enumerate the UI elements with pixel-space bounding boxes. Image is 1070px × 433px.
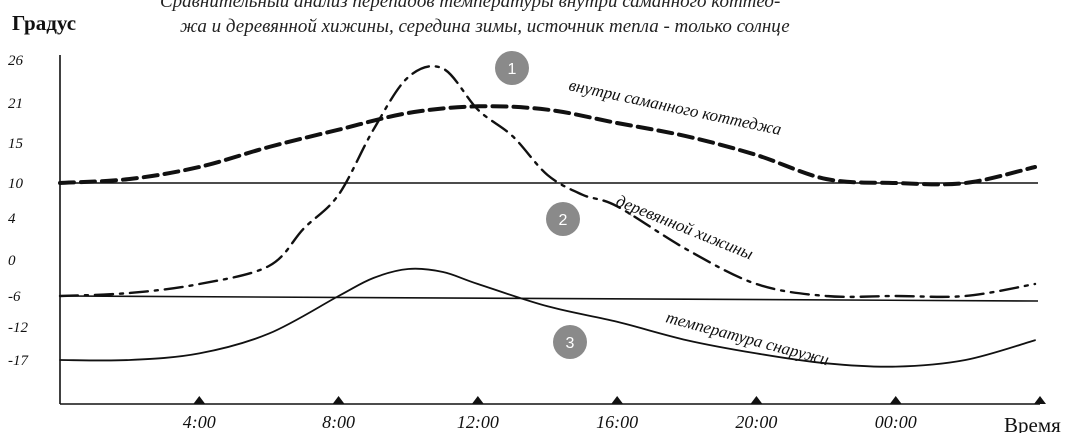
badge-1: 1: [495, 51, 529, 85]
badge-1-label: 1: [508, 61, 517, 78]
x-tick-label: 20:00: [735, 412, 777, 432]
series-lines: [58, 65, 1037, 368]
series-line-outside: [59, 267, 1036, 368]
x-tick-label: 16:00: [596, 412, 638, 432]
badge-2-label: 2: [559, 212, 568, 229]
badge-3-label: 3: [566, 335, 575, 352]
x-tick-mark: [889, 396, 902, 404]
x-tick-mark: [332, 396, 345, 404]
x-tick-label: 8:00: [322, 412, 355, 432]
x-tick-label: 00:00: [875, 412, 917, 432]
x-tick-label: 12:00: [457, 412, 499, 432]
reference-line: [59, 295, 1039, 302]
y-tick-label: 21: [8, 96, 23, 112]
chart-title-line-2: жа и деревянной хижины, середина зимы, и…: [180, 16, 790, 37]
y-tick-label: 15: [8, 136, 24, 152]
x-tick-mark: [193, 396, 206, 404]
y-tick-label: 4: [8, 211, 16, 227]
y-tick-labels: 26 21 15 10 4 0 -6 -12 -17: [8, 53, 29, 369]
series-line-wooden-hut: [58, 65, 1037, 299]
y-axis-label: Градус: [12, 11, 76, 35]
x-tick-mark: [750, 396, 763, 404]
x-axis-label: Время: [1004, 413, 1061, 433]
badge-2: 2: [546, 202, 580, 236]
y-tick-label: -6: [8, 289, 21, 305]
x-axis-end-mark: [1034, 396, 1046, 404]
y-tick-label: 0: [8, 253, 16, 269]
y-tick-label: 26: [8, 53, 24, 69]
chart-title-line-1: Сравнительный анализ перепадов температу…: [160, 0, 780, 12]
annotation-adobe-cottage: внутри саманного коттеджа: [567, 75, 783, 139]
series-line-adobe-cottage: [58, 104, 1037, 187]
x-tick-label: 4:00: [183, 412, 216, 432]
x-ticks: 4:00 8:00 12:00 16:00 20:00 00:00: [183, 396, 1046, 432]
y-tick-label: -12: [8, 320, 28, 336]
badge-3: 3: [553, 325, 587, 359]
y-tick-label: -17: [8, 353, 29, 369]
x-tick-mark: [471, 396, 484, 404]
y-tick-label: 10: [8, 176, 24, 192]
annotation-outside-temperature: температура снаружи: [664, 308, 831, 370]
annotation-wooden-hut: деревянной хижины: [614, 191, 756, 263]
x-tick-mark: [611, 396, 624, 404]
